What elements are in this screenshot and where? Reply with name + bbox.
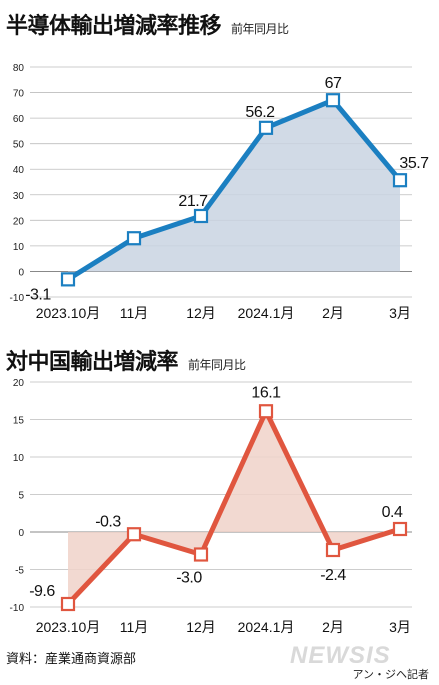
chart1-subtitle: 前年同月比 — [231, 22, 289, 36]
semiconductor-export-chart: -10 0 10 20 30 40 50 60 70 80 -3.1 21.7 56.2 67 35.7 20… — [10, 63, 430, 321]
chart1-data-point — [60, 272, 76, 287]
chart2-y-tick-label: -10 — [10, 603, 25, 614]
chart1-data-label: -3.1 — [25, 286, 51, 303]
chart2-title: 対中国輸出増減率 前年同月比 — [6, 344, 246, 376]
chart2-y-tick-label: -5 — [15, 566, 24, 577]
source-note: 資料：産業通商資源部 — [6, 651, 137, 666]
chart1-x-tick-label: 11月 — [120, 305, 149, 321]
chart1-x-tick-label: 2月 — [322, 305, 344, 321]
chart1-y-tick-label: 30 — [13, 191, 25, 202]
chart2-x-tick-label: 11月 — [120, 619, 149, 635]
chart2-data-label: -3.0 — [176, 570, 202, 587]
chart2-data-label: -0.3 — [95, 513, 121, 530]
chart2-x-tick-label: 2023.10月 — [36, 619, 101, 635]
chart1-data-point — [126, 231, 142, 246]
chart2-title-text: 対中国輸出増減率 — [6, 349, 179, 374]
chart1-y-tick-label: 80 — [13, 63, 25, 74]
chart1-y-tick-label: -10 — [10, 293, 25, 304]
chart2-data-point — [392, 521, 408, 537]
chart2-area-fill — [68, 411, 400, 604]
chart2-x-tick-label: 3月 — [389, 619, 411, 635]
chart2-data-label: -9.6 — [29, 583, 55, 600]
chart1-data-point — [258, 120, 274, 135]
newsis-logo: NEWSIS — [290, 642, 391, 669]
chart1-x-tick-label: 2024.1月 — [238, 305, 295, 321]
china-export-chart: -10 -5 0 5 10 15 20 -9.6 -0.3 -3.0 16.1 -2.4 0.4 2023… — [10, 378, 412, 635]
chart1-data-point — [193, 208, 209, 224]
chart1-data-label: 35.7 — [399, 155, 429, 172]
chart2-subtitle: 前年同月比 — [188, 358, 246, 372]
chart1-y-tick-label: 50 — [13, 140, 25, 151]
chart2-data-label: -2.4 — [320, 567, 346, 584]
chart2-data-point — [193, 547, 209, 562]
chart2-y-tick-label: 20 — [13, 378, 25, 389]
chart2-data-label: 0.4 — [382, 504, 403, 521]
chart1-x-tick-label: 12月 — [186, 305, 216, 321]
chart2-x-tick-label: 12月 — [186, 619, 216, 635]
chart1-data-label: 67 — [325, 75, 342, 92]
chart1-title-text: 半導体輸出増減率推移 — [6, 13, 222, 38]
chart1-data-point — [325, 93, 341, 108]
chart2-y-tick-label: 0 — [18, 528, 24, 539]
chart1-data-label: 21.7 — [178, 193, 208, 210]
chart1-y-tick-label: 20 — [13, 216, 25, 227]
chart2-data-point — [60, 596, 76, 612]
chart2-y-tick-label: 5 — [18, 491, 24, 502]
chart2-data-point — [325, 542, 341, 558]
chart2-y-tick-label: 15 — [13, 416, 25, 427]
chart1-series-line — [66, 97, 402, 282]
chart2-y-tick-label: 10 — [13, 453, 25, 464]
chart1-data-point — [392, 173, 408, 188]
chart1-y-tick-label: 40 — [13, 165, 25, 176]
chart1-x-tick-label: 2023.10月 — [36, 305, 101, 321]
byline: アン・ジヘ記者 — [352, 669, 429, 681]
chart2-series-line — [66, 408, 401, 606]
chart1-data-label: 56.2 — [245, 104, 275, 121]
chart1-y-tick-label: 0 — [18, 267, 24, 278]
chart2-data-point — [126, 527, 142, 542]
chart1-y-tick-label: 60 — [13, 114, 25, 125]
chart2-x-tick-label: 2月 — [322, 619, 344, 635]
chart2-data-label: 16.1 — [251, 384, 281, 401]
chart1-title: 半導体輸出増減率推移 前年同月比 — [6, 8, 289, 40]
chart1-y-tick-label: 10 — [13, 242, 25, 253]
chart2-x-tick-label: 2024.1月 — [238, 619, 295, 635]
chart1-x-tick-label: 3月 — [389, 305, 411, 321]
chart2-data-point — [258, 404, 274, 419]
chart1-y-tick-label: 70 — [13, 89, 25, 100]
